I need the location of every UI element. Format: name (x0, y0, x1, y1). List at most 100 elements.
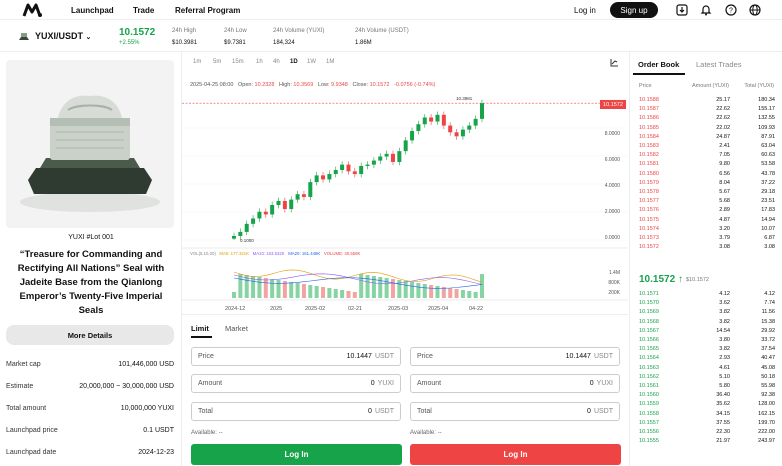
sell-login-button[interactable]: Log In (410, 444, 621, 465)
ask-row[interactable]: 10.1573 3.79 6.87 (630, 234, 782, 243)
ask-row[interactable]: 10.1583 2.41 63.04 (630, 142, 782, 151)
candle-body (346, 164, 351, 172)
brand-logo[interactable] (22, 2, 42, 18)
volume-bar (282, 281, 287, 298)
bid-price: 10.1555 (639, 438, 659, 445)
download-icon[interactable] (676, 4, 688, 16)
bid-row[interactable]: 10.1556 22.30 222.00 (630, 428, 782, 437)
buy-amount-field[interactable]: Amount 0 YUXI (191, 374, 401, 393)
ask-row[interactable]: 10.1588 25.17 180.34 (630, 96, 782, 105)
price-chart[interactable] (182, 90, 628, 310)
sell-amount-field[interactable]: Amount 0 YUXI (410, 374, 620, 393)
bid-row[interactable]: 10.1557 37.55 199.70 (630, 419, 782, 428)
bid-row[interactable]: 10.1571 4.12 4.12 (630, 290, 782, 299)
tf-15m[interactable]: 15m (232, 59, 244, 65)
tf-1h[interactable]: 1h (256, 59, 263, 65)
volume-bar (410, 282, 415, 298)
bell-icon[interactable] (700, 4, 712, 16)
ask-price: 10.1578 (639, 189, 659, 195)
bid-total: 33.72 (761, 337, 775, 343)
ask-row[interactable]: 10.1578 5.67 29.18 (630, 188, 782, 197)
candle-body (416, 124, 421, 131)
tab-limit[interactable]: Limit (191, 324, 209, 333)
tab-order-book[interactable]: Order Book (638, 60, 680, 69)
ask-price: 10.1577 (639, 198, 659, 205)
buy-login-button[interactable]: Log In (191, 444, 402, 465)
help-icon[interactable]: ? (725, 4, 737, 16)
volume-bar (460, 290, 465, 298)
tf-1m[interactable]: 1m (193, 59, 202, 65)
bid-row[interactable]: 10.1566 3.80 33.72 (630, 336, 782, 345)
signup-button[interactable]: Sign up (610, 2, 658, 18)
login-link[interactable]: Log in (574, 6, 596, 15)
bid-row[interactable]: 10.1555 21.97 243.97 (630, 437, 782, 446)
volume-bar (403, 281, 408, 298)
ask-row[interactable]: 10.1581 9.80 53.58 (630, 160, 782, 169)
tab-market[interactable]: Market (225, 324, 248, 333)
nav-launchpad[interactable]: Launchpad (71, 6, 114, 15)
ask-row[interactable]: 10.1580 6.56 43.78 (630, 170, 782, 179)
bid-row[interactable]: 10.1561 5.80 55.98 (630, 382, 782, 391)
bid-row[interactable]: 10.1568 3.82 15.38 (630, 318, 782, 327)
candle-body (251, 218, 256, 224)
volume-bar (429, 285, 434, 298)
nav-referral[interactable]: Referral Program (175, 6, 241, 15)
x-tick: 02-21 (348, 306, 363, 312)
pair-selector[interactable]: YUXI/USDT ⌄ (35, 31, 91, 41)
ask-price: 10.1579 (639, 179, 659, 186)
ask-row[interactable]: 10.1587 22.62 155.17 (630, 105, 782, 114)
tf-1mo[interactable]: 1M (326, 59, 335, 65)
asset-panel: YUXI #Lot 001 “Treasure for Commanding a… (0, 52, 182, 466)
bid-row[interactable]: 10.1564 2.93 40.47 (630, 354, 782, 363)
ask-price: 10.1587 (639, 106, 659, 113)
ask-row[interactable]: 10.1574 3.20 10.07 (630, 225, 782, 234)
globe-icon[interactable] (749, 4, 761, 16)
tf-4h[interactable]: 4h (273, 59, 280, 65)
sell-price-field[interactable]: Price 10.1447 USDT (410, 347, 620, 366)
buy-price-field[interactable]: Price 10.1447 USDT (191, 347, 401, 366)
bid-row[interactable]: 10.1565 3.82 37.54 (630, 345, 782, 354)
ask-row[interactable]: 10.1577 5.68 23.51 (630, 197, 782, 206)
bid-total: 199.70 (758, 419, 775, 426)
ask-row[interactable]: 10.1586 22.62 132.55 (630, 114, 782, 123)
more-details-button[interactable]: More Details (6, 325, 174, 345)
bid-amount: 3.80 (719, 337, 730, 343)
ask-row[interactable]: 10.1575 4.87 14.94 (630, 216, 782, 225)
ask-row[interactable]: 10.1572 3.08 3.08 (630, 243, 782, 252)
tab-latest-trades[interactable]: Latest Trades (696, 60, 742, 69)
tf-1w[interactable]: 1W (307, 59, 316, 65)
ask-amount: 3.08 (719, 244, 730, 251)
bid-amount: 4.61 (719, 364, 730, 371)
bid-row[interactable]: 10.1559 35.62 128.00 (630, 400, 782, 409)
bid-row[interactable]: 10.1567 14.54 29.92 (630, 327, 782, 336)
ask-row[interactable]: 10.1579 8.04 37.22 (630, 179, 782, 188)
candle-body (244, 223, 249, 232)
ask-row[interactable]: 10.1576 2.89 17.83 (630, 206, 782, 215)
ask-amount: 5.68 (719, 198, 730, 205)
buy-total-field[interactable]: Total 0 USDT (191, 402, 401, 421)
tf-1d[interactable]: 1D (290, 59, 298, 65)
bid-total: 128.00 (758, 401, 775, 408)
price-tick: 2.0000 (604, 209, 620, 215)
bid-total: 50.18 (761, 373, 775, 380)
nav-trade[interactable]: Trade (133, 6, 155, 15)
bid-row[interactable]: 10.1560 36.40 92.38 (630, 391, 782, 400)
x-tick: 2025-04 (428, 306, 449, 312)
bid-row[interactable]: 10.1569 3.82 11.56 (630, 308, 782, 317)
x-tick: 04-22 (469, 306, 484, 312)
detail-row: Launchpad date 2024-12-23 (6, 449, 174, 456)
ask-price: 10.1582 (639, 152, 659, 159)
bid-row[interactable]: 10.1570 3.62 7.74 (630, 299, 782, 308)
bid-row[interactable]: 10.1558 34.15 162.15 (630, 410, 782, 419)
sell-total-field[interactable]: Total 0 USDT (410, 402, 620, 421)
bid-row[interactable]: 10.1563 4.61 45.08 (630, 364, 782, 373)
candle-body (460, 129, 465, 137)
volume-bar (232, 292, 236, 298)
ask-row[interactable]: 10.1582 7.05 60.63 (630, 151, 782, 160)
tf-5m[interactable]: 5m (213, 59, 222, 65)
ask-row[interactable]: 10.1585 22.02 109.93 (630, 124, 782, 133)
price-tick: 0.0000 (604, 235, 620, 241)
chart-tools-icon[interactable] (610, 58, 619, 67)
ask-row[interactable]: 10.1584 24.87 87.91 (630, 133, 782, 142)
bid-row[interactable]: 10.1562 5.10 50.18 (630, 373, 782, 382)
